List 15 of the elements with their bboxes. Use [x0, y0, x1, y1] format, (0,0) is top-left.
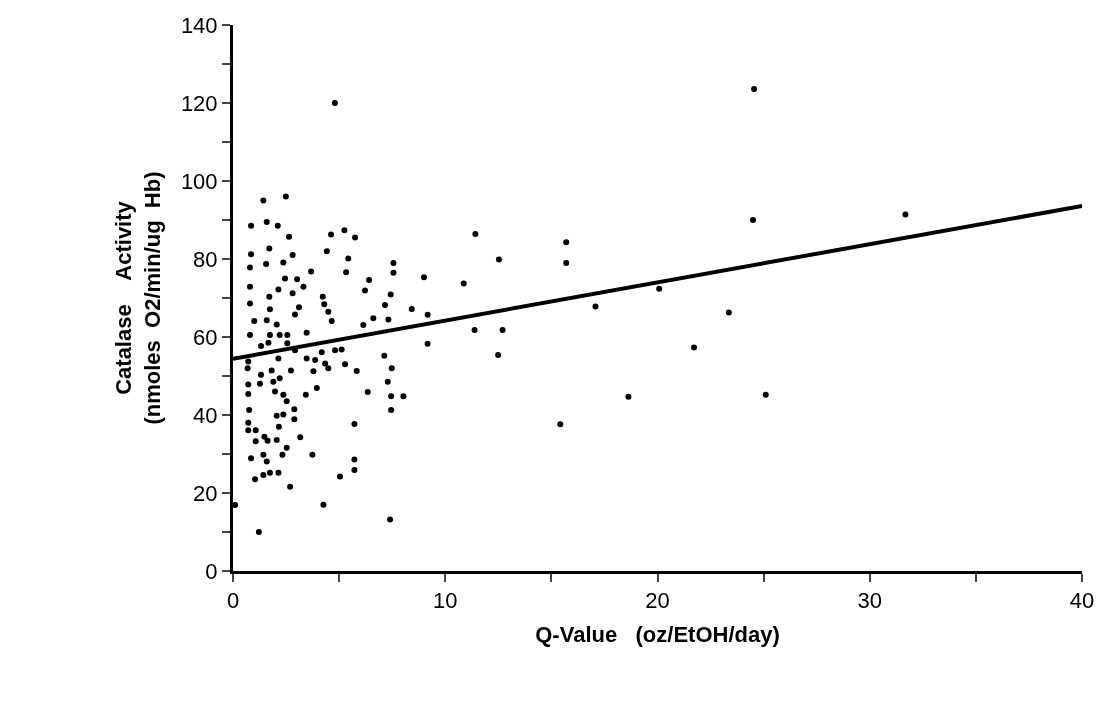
y-tick-label: 120	[180, 90, 218, 116]
x-tick-label: 30	[857, 588, 882, 614]
y-tick-label: 20	[193, 480, 218, 506]
x-tick-label: 0	[226, 588, 240, 614]
y-axis-title: Catalase Activity (nmoles O2/min/ug Hb)	[111, 171, 165, 425]
x-tick-label: 10	[433, 588, 458, 614]
x-tick-label: 40	[1069, 588, 1095, 614]
y-tick-label: 140	[180, 12, 218, 38]
x-tick-label: 20	[645, 588, 670, 614]
y-tick-label: 60	[193, 324, 218, 350]
y-tick-label: 80	[193, 246, 218, 272]
y-tick-label: 0	[205, 558, 218, 584]
y-tick-label: 40	[193, 402, 218, 428]
y-tick-label: 100	[180, 168, 218, 194]
x-axis-title: Q-Value (oz/EtOH/day)	[535, 622, 780, 648]
